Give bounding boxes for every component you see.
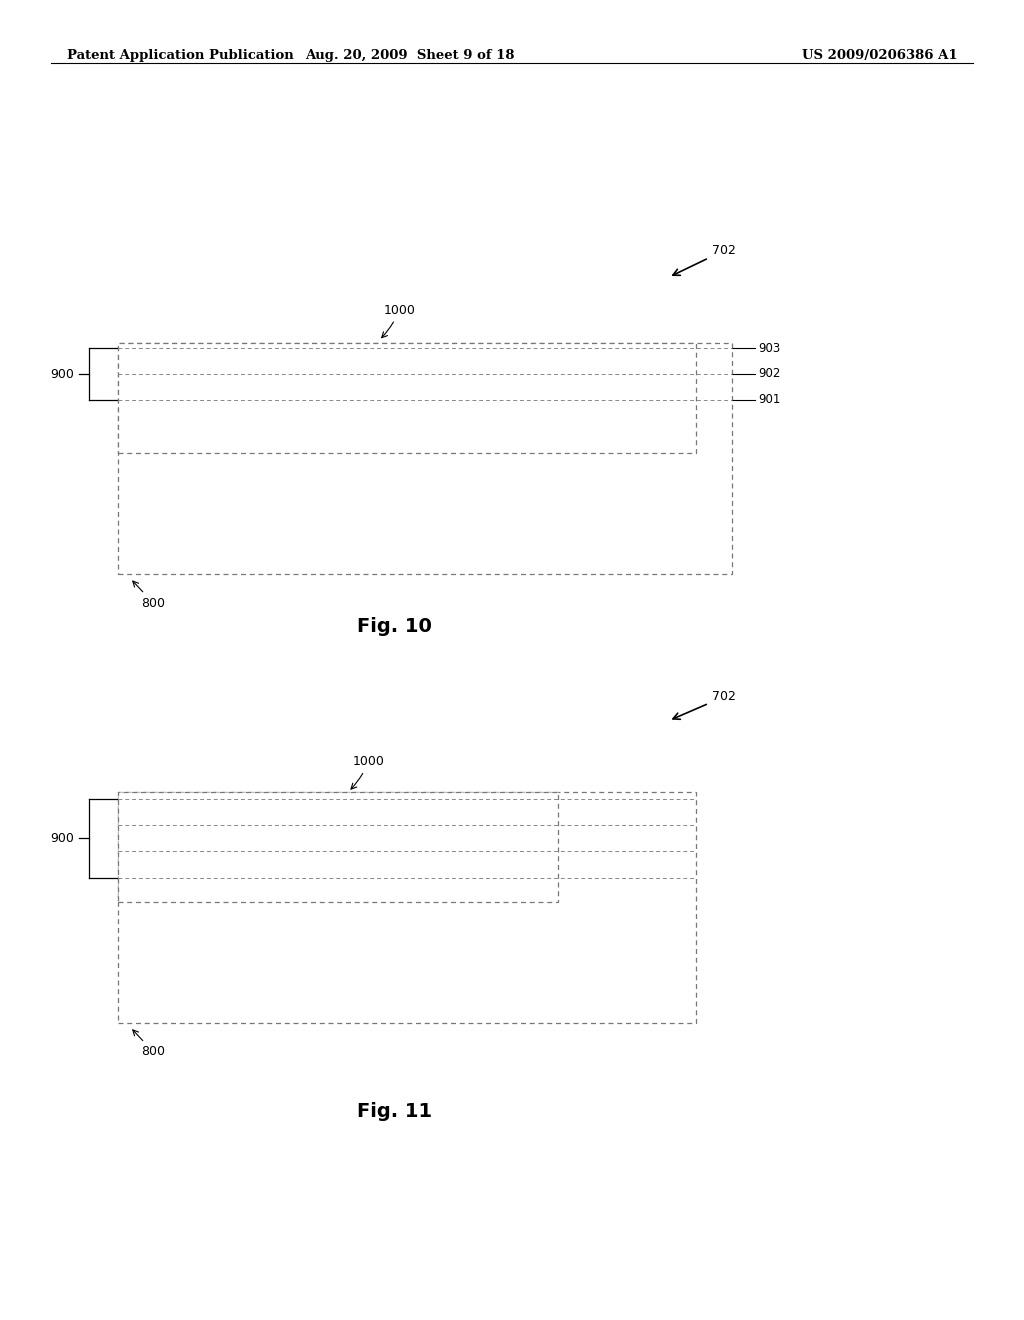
- Bar: [118, 343, 696, 453]
- Text: Fig. 11: Fig. 11: [356, 1102, 432, 1121]
- Bar: [118, 343, 732, 574]
- Text: 800: 800: [133, 1030, 165, 1059]
- Text: Aug. 20, 2009  Sheet 9 of 18: Aug. 20, 2009 Sheet 9 of 18: [305, 49, 514, 62]
- Bar: [118, 792, 558, 902]
- Bar: [118, 792, 696, 1023]
- Text: 702: 702: [673, 690, 735, 719]
- Text: 901: 901: [758, 393, 780, 407]
- Text: Patent Application Publication: Patent Application Publication: [67, 49, 293, 62]
- Text: 903: 903: [758, 342, 780, 355]
- Text: US 2009/0206386 A1: US 2009/0206386 A1: [802, 49, 957, 62]
- Text: 900: 900: [50, 368, 74, 380]
- Text: 900: 900: [50, 832, 74, 845]
- Text: 702: 702: [673, 244, 735, 276]
- Text: 800: 800: [133, 581, 165, 610]
- Text: 1000: 1000: [351, 755, 385, 789]
- Text: 902: 902: [758, 367, 780, 380]
- Text: 1000: 1000: [382, 304, 416, 338]
- Text: Fig. 10: Fig. 10: [356, 618, 432, 636]
